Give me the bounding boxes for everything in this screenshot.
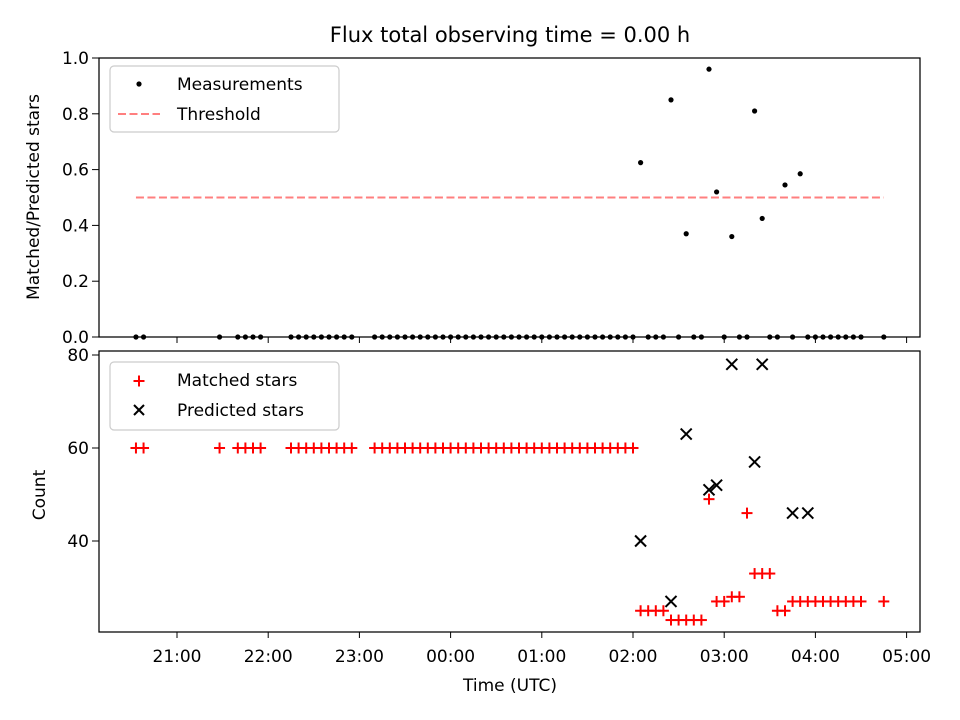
bottom-y-ticks: 40 60 80 [67, 346, 99, 552]
y-tick-label: 0.0 [62, 328, 89, 348]
bottom-legend-box [109, 361, 340, 431]
predicted-star-point [679, 427, 693, 441]
bottom-panel-frame [98, 350, 921, 633]
y-tick-label: 0.2 [62, 272, 89, 292]
predicted-star-point [748, 455, 761, 469]
predicted-star-point [755, 358, 769, 371]
x-tick-label: 03:00 [700, 647, 749, 667]
y-tick-label: 0.4 [62, 216, 89, 236]
y-tick-label: 80 [67, 346, 89, 366]
x-tick-label: 02:00 [609, 647, 658, 667]
y-tick-label: 40 [67, 532, 89, 552]
measurement-point [683, 231, 689, 237]
predicted-star-point [634, 534, 647, 548]
legend-predicted-label: Predicted stars [177, 401, 304, 421]
top-panel-y-axis-label: Matched/Predicted stars [24, 94, 44, 300]
legend-measurements-label: Measurements [177, 75, 303, 95]
predicted-star-point [664, 595, 678, 608]
x-tick-label: 04:00 [791, 647, 840, 667]
y-tick-label: 0.8 [62, 105, 89, 125]
matched-star-point [718, 595, 730, 607]
y-tick-label: 0.6 [62, 161, 89, 181]
x-tick-label: 22:00 [244, 647, 293, 667]
matched-star-point [627, 442, 639, 454]
measurement-point [729, 233, 735, 240]
matched-stars-points [130, 442, 890, 626]
measurement-point [706, 66, 712, 72]
measurement-point [668, 97, 674, 103]
x-tick-label: 01:00 [517, 647, 566, 667]
predicted-star-point [710, 478, 723, 492]
top-legend-box [109, 65, 340, 133]
measurement-point [714, 189, 720, 195]
legend-matched-label: Matched stars [177, 371, 297, 391]
measurement-point [797, 171, 803, 177]
bottom-legend: Matched stars Predicted stars [109, 361, 340, 431]
predicted-star-point [702, 483, 716, 497]
matched-star-point [878, 595, 890, 607]
bottom-x-ticks: 21:00 22:00 23:00 00:00 01:00 02:00 03:00 04:00… [153, 632, 931, 667]
legend-predicted-marker [133, 404, 145, 416]
predicted-star-point [725, 358, 739, 371]
matched-star-point [138, 442, 150, 454]
y-tick-label: 1.0 [62, 49, 89, 69]
matched-star-point [733, 591, 745, 603]
bottom-panel: Count Time (UTC) 40 60 80 21:00 22:00 23:00 0… [30, 346, 931, 696]
x-tick-label: 05:00 [882, 647, 931, 667]
bottom-panel-y-axis-label: Count [30, 469, 50, 520]
matched-star-point [657, 605, 669, 617]
matched-star-point [695, 614, 707, 626]
matched-star-point [255, 442, 267, 454]
measurement-point [782, 182, 788, 188]
legend-threshold-label: Threshold [176, 105, 261, 125]
legend-matched-marker [133, 375, 145, 387]
x-tick-label: 00:00 [426, 647, 475, 667]
measurement-point [638, 160, 644, 166]
matched-star-point [703, 493, 715, 505]
measurement-point [759, 215, 765, 222]
top-y-ticks: 0.0 0.2 0.4 0.6 0.8 1.0 [62, 49, 99, 348]
matched-star-point [214, 442, 226, 454]
predicted-star-point [786, 506, 799, 520]
x-tick-label: 21:00 [153, 647, 202, 667]
x-axis-label: Time (UTC) [462, 676, 557, 696]
y-tick-label: 60 [67, 439, 89, 459]
top-legend: Measurements Threshold [109, 65, 340, 133]
top-panel-frame [98, 57, 921, 338]
predicted-stars-points [634, 358, 815, 608]
matched-star-point [346, 442, 358, 454]
matched-star-point [779, 605, 791, 617]
matched-star-point [741, 507, 753, 519]
matched-star-point [855, 595, 867, 607]
top-panel-title: Flux total observing time = 0.00 h [330, 23, 690, 47]
matched-star-point [764, 568, 776, 580]
x-tick-label: 23:00 [335, 647, 384, 667]
measurement-point [752, 108, 758, 114]
top-panel: Flux total observing time = 0.00 h Match… [24, 23, 921, 348]
legend-measurements-marker [136, 81, 142, 87]
predicted-star-point [801, 506, 815, 520]
